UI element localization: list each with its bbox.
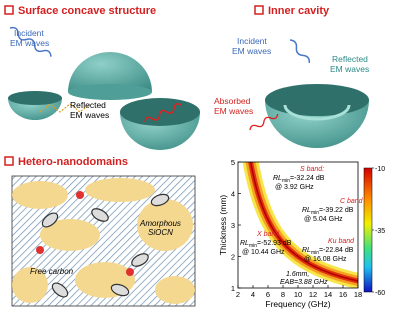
cavity-opening: [265, 84, 369, 116]
note-label: 1.6mm,: [286, 271, 309, 278]
dome-rim: [68, 84, 152, 100]
y-tick-label: 4: [231, 190, 235, 199]
rl-symbol: RL: [273, 175, 282, 182]
figure: Surface concave structure IncidentEM wav…: [0, 0, 398, 313]
band-label: X band: [256, 231, 280, 238]
panel-title: Inner cavity: [268, 5, 330, 17]
x-tick-label: 12: [309, 290, 317, 299]
x-axis-label: Frequency (GHz): [265, 299, 330, 309]
wave: [288, 38, 311, 64]
rl-value: =-52.93 dB: [257, 240, 292, 247]
colorbar-label: -60: [375, 290, 385, 297]
band-label: C band: [340, 198, 364, 205]
x-tick-label: 18: [354, 290, 362, 299]
y-tick-label: 3: [231, 221, 235, 230]
x-tick-label: 16: [339, 290, 347, 299]
rl-symbol: RL: [240, 240, 249, 247]
panel-title: Hetero-nanodomains: [18, 156, 128, 168]
freq-label: @ 16.08 GHz: [304, 256, 347, 263]
title-icon: [5, 157, 13, 165]
x-tick-label: 6: [266, 290, 270, 299]
panel-title: Surface concave structure: [18, 5, 156, 17]
rl-symbol: RL: [302, 247, 311, 254]
x-tick-label: 8: [281, 290, 285, 299]
title-icon: [255, 6, 263, 14]
carbon-label: Free carbon: [30, 267, 74, 276]
title-icon: [5, 6, 13, 14]
colorbar-label: -10: [375, 166, 385, 173]
rl-value: =-22.84 dB: [319, 247, 354, 254]
band-label: Ku band: [328, 238, 355, 245]
x-tick-label: 4: [251, 290, 255, 299]
rl-value: =-32.24 dB: [290, 175, 325, 182]
colorbar-label: -35: [375, 228, 385, 235]
y-axis-label: Thickness (mm): [218, 195, 228, 256]
y-tick-label: 5: [231, 158, 235, 167]
band-label: S band:: [300, 166, 324, 173]
x-tick-label: 10: [294, 290, 302, 299]
freq-label: @ 5.04 GHz: [304, 216, 343, 223]
colorbar: [364, 168, 372, 292]
x-tick-label: 14: [324, 290, 332, 299]
y-tick-label: 2: [231, 253, 235, 262]
rl-value: =-39.22 dB: [319, 207, 354, 214]
y-tick-label: 1: [231, 284, 235, 293]
x-tick-label: 2: [236, 290, 240, 299]
bowl-opening: [8, 91, 62, 105]
rl-symbol: RL: [302, 207, 311, 214]
freq-label: @ 3.92 GHz: [275, 184, 314, 191]
freq-label: @ 10.44 GHz: [242, 249, 285, 256]
note-label: EAB=3.88 GHz: [280, 279, 328, 286]
